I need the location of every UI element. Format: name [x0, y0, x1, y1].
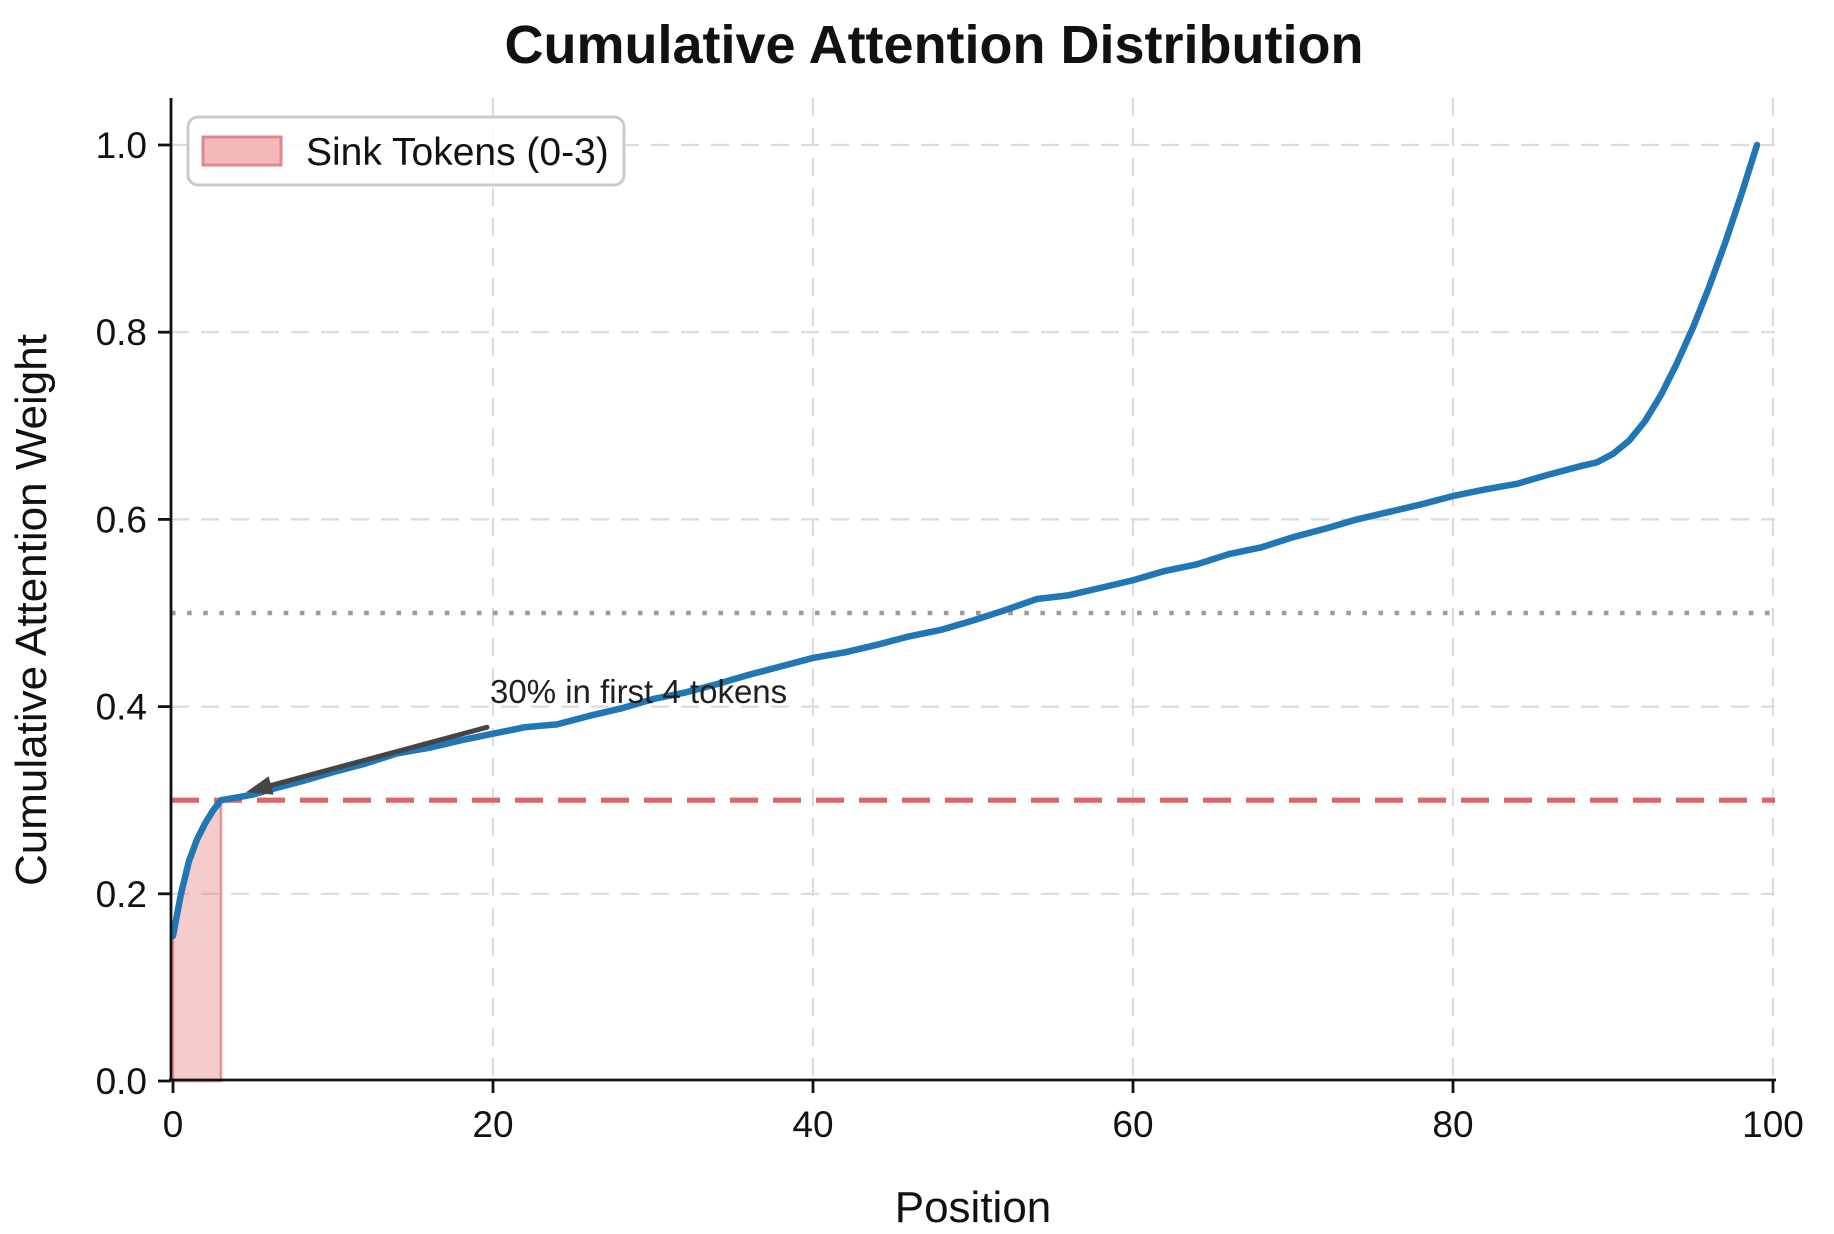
- y-tick-label: 0.8: [96, 312, 147, 353]
- y-tick-label: 0.4: [96, 687, 147, 728]
- attention-curve: [169, 141, 1761, 940]
- legend-box: [186, 115, 626, 187]
- x-tick-label: 80: [1432, 1104, 1473, 1145]
- x-tick-label: 40: [792, 1104, 833, 1145]
- y-tick-label: 0.6: [96, 499, 147, 540]
- gridlines: [171, 98, 1775, 1080]
- reference-lines: [171, 610, 1775, 803]
- legend: Sink Tokens (0-3): [186, 115, 626, 187]
- y-tick-label: 0.0: [96, 1061, 147, 1102]
- x-tick-label: 100: [1742, 1104, 1804, 1145]
- y-axis-label: Cumulative Attention Weight: [7, 334, 56, 886]
- chart-title: Cumulative Attention Distribution: [505, 15, 1364, 75]
- legend-label: Sink Tokens (0-3): [306, 131, 609, 174]
- annotation-arrowhead: [246, 776, 274, 795]
- series-lines: [169, 141, 1761, 940]
- y-tick-label: 1.0: [96, 125, 147, 166]
- x-tick-label: 20: [472, 1104, 513, 1145]
- annotation-arrow: [257, 724, 490, 792]
- x-tick-label: 60: [1112, 1104, 1153, 1145]
- legend-swatch: [201, 135, 283, 167]
- x-tick-label: 0: [163, 1104, 184, 1145]
- annotation-text: 30% in first 4 tokens: [490, 673, 787, 710]
- x-axis-label: Position: [895, 1183, 1052, 1232]
- y-tick-label: 0.2: [96, 874, 147, 915]
- annotation-arrow-group: [246, 724, 490, 795]
- axes: 0 20 40 60 80 100 0.0 0.2 0.4 0.6 0.8 1.0: [96, 98, 1804, 1145]
